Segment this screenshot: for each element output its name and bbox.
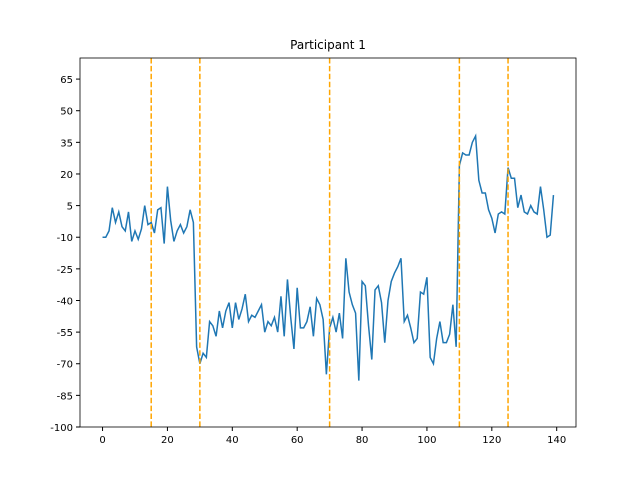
y-tick-label: -55: [57, 328, 73, 339]
x-tick-label: 140: [547, 435, 566, 446]
x-tick-label: 120: [482, 435, 501, 446]
y-tick-label: -85: [57, 391, 73, 402]
y-tick-label: -70: [57, 360, 73, 371]
y-tick-label: -100: [50, 423, 73, 434]
x-tick-label: 80: [356, 435, 369, 446]
y-tick-label: 50: [60, 107, 73, 118]
plot-frame: [79, 57, 577, 428]
y-tick-label: 35: [60, 138, 73, 149]
y-tick-label: -10: [57, 233, 73, 244]
data-line: [102, 133, 555, 381]
x-tick-label: 60: [291, 435, 304, 446]
y-tick-label: -40: [57, 296, 73, 307]
y-tick-label: 65: [60, 75, 73, 86]
x-tick-label: 0: [99, 435, 105, 446]
chart-title: Participant 1: [290, 38, 366, 52]
x-tick-label: 40: [226, 435, 239, 446]
x-tick-label: 100: [417, 435, 436, 446]
y-tick-label: 5: [67, 202, 73, 213]
y-tick-label: -25: [57, 265, 73, 276]
x-tick-label: 20: [161, 435, 174, 446]
y-tick-label: 20: [60, 170, 73, 181]
